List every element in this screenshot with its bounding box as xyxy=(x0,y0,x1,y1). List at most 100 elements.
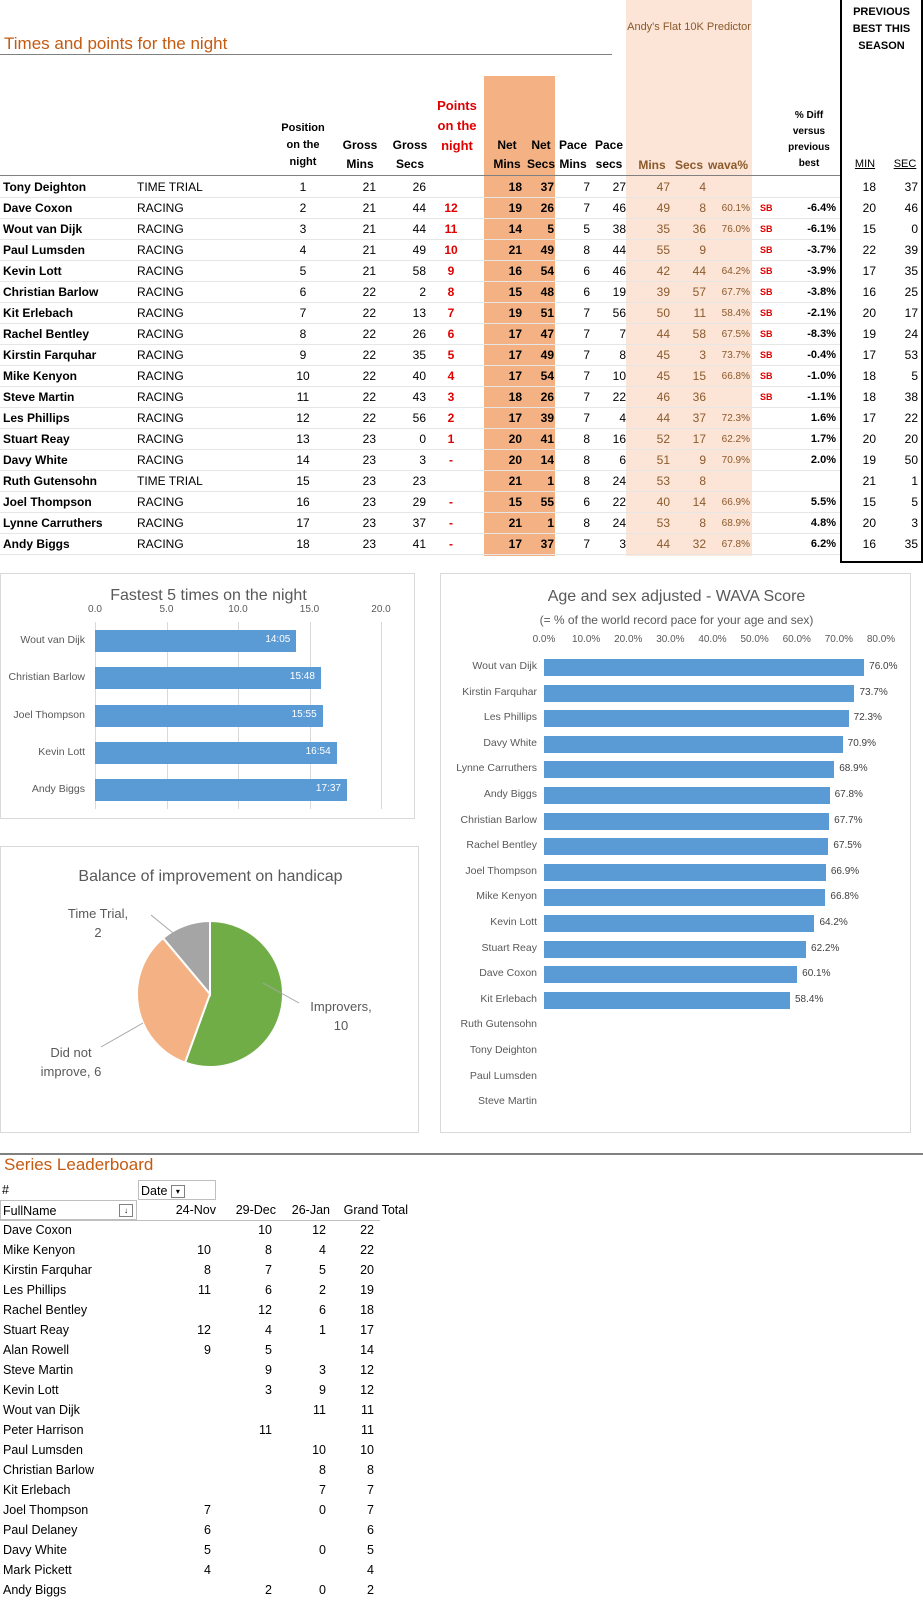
leaderboard-value: 10 xyxy=(258,1223,272,1237)
cell-prm: 52 xyxy=(656,432,670,446)
cell-sb xyxy=(760,450,780,471)
cell-pm: 6 xyxy=(583,495,590,509)
category-label: Christian Barlow xyxy=(8,671,85,684)
cell-bm: 22 xyxy=(862,243,876,257)
cell-bs: 35 xyxy=(904,537,918,551)
row-divider xyxy=(0,470,840,471)
cell-pts: - xyxy=(449,453,453,467)
cell-bm: 16 xyxy=(862,285,876,299)
cell-wava: 67.7% xyxy=(721,287,750,298)
filter-icon[interactable]: ▾ xyxy=(170,1185,185,1199)
cell-gm: 22 xyxy=(362,285,376,299)
cell-sb: SB xyxy=(760,224,773,234)
cell-nm: 18 xyxy=(508,180,522,194)
cell-sb: SB xyxy=(760,266,773,276)
cell-name: Les Phillips xyxy=(3,411,70,425)
cell-pos: 3 xyxy=(299,222,307,236)
cell-gm: 21 xyxy=(362,180,376,194)
header-prev-min: MIN xyxy=(854,158,876,170)
cell-diff: 1.7% xyxy=(810,433,836,445)
cell-sb xyxy=(760,408,780,429)
bar xyxy=(544,761,835,779)
cell-pts: 10 xyxy=(444,243,458,257)
cell-nm: 17 xyxy=(508,369,522,383)
cell-ps: 38 xyxy=(612,222,626,236)
leaderboard-value xyxy=(276,1420,326,1440)
bar xyxy=(544,966,798,984)
header-diff: % Diff versus previous best xyxy=(788,110,830,169)
cell-bm: 18 xyxy=(862,369,876,383)
cell-diff: -3.7% xyxy=(807,244,836,256)
header-wava: wava% xyxy=(707,158,749,172)
category-label: Kevin Lott xyxy=(490,916,537,928)
cell-pos: 16 xyxy=(296,495,310,509)
cell-prs: 9 xyxy=(699,453,706,467)
leaderboard-name: Wout van Dijk xyxy=(3,1403,80,1417)
cell-name: Wout van Dijk xyxy=(3,222,83,236)
cell-gs: 40 xyxy=(412,369,426,383)
cell-type: RACING xyxy=(137,285,184,299)
bar-value-label: 58.4% xyxy=(795,993,824,1005)
cell-prm: 49 xyxy=(656,201,670,215)
wava-chart-title: Age and sex adjusted - WAVA Score xyxy=(547,588,806,605)
fullname-filter[interactable]: FullName ↓ xyxy=(0,1200,137,1220)
cell-pos: 9 xyxy=(299,348,307,362)
cell-pts: 11 xyxy=(444,222,458,236)
leaderboard-value xyxy=(216,1520,272,1540)
leaderboard-name: Mike Kenyon xyxy=(3,1243,76,1257)
cell-nm: 19 xyxy=(508,306,522,320)
cell-pos: 12 xyxy=(296,411,310,425)
header-net-secs: Net Secs xyxy=(526,138,556,171)
cell-bm: 20 xyxy=(862,201,876,215)
leaderboard-title: Series Leaderboard xyxy=(4,1155,154,1174)
fastest-chart-title: Fastest 5 times on the night xyxy=(110,587,307,604)
page-title: Times and points for the night xyxy=(4,34,228,53)
cell-nm: 19 xyxy=(508,201,522,215)
cell-ns: 37 xyxy=(540,180,554,194)
cell-ps: 10 xyxy=(612,369,626,383)
cell-diff: 6.2% xyxy=(810,538,836,550)
sort-icon[interactable]: ↓ xyxy=(119,1204,133,1217)
leaderboard-value: 5 xyxy=(367,1543,374,1557)
cell-ps: 46 xyxy=(612,201,626,215)
bar-value-label: 72.3% xyxy=(853,712,882,724)
header-prev-sec: SEC xyxy=(893,158,917,170)
cell-prm: 40 xyxy=(656,495,670,509)
leaderboard-value: 4 xyxy=(204,1563,211,1577)
cell-bs: 1 xyxy=(911,474,918,488)
cell-wava xyxy=(706,240,750,261)
date-filter[interactable]: Date ▾ xyxy=(138,1180,216,1200)
leaderboard-value: 2 xyxy=(319,1283,326,1297)
cell-pm: 8 xyxy=(583,243,590,257)
cell-nm: 21 xyxy=(508,474,522,488)
header-pred-secs: Secs xyxy=(674,158,704,172)
cell-prs: 58 xyxy=(692,327,706,341)
leaderboard-value: 2 xyxy=(265,1583,272,1597)
cell-name: Davy White xyxy=(3,453,68,467)
cell-gs: 49 xyxy=(412,243,426,257)
cell-diff: -6.4% xyxy=(807,202,836,214)
cell-sb xyxy=(760,513,780,534)
category-label: Andy Biggs xyxy=(483,788,537,800)
cell-wava: 76.0% xyxy=(721,224,750,235)
cell-gm: 23 xyxy=(362,495,376,509)
cell-name: Stuart Reay xyxy=(3,432,70,446)
cell-ns: 49 xyxy=(540,243,554,257)
cell-pts: - xyxy=(449,537,453,551)
cell-diff: 1.6% xyxy=(810,412,836,424)
cell-gs: 41 xyxy=(412,537,426,551)
cell-name: Ruth Gutensohn xyxy=(3,474,97,488)
leaderboard-value: 8 xyxy=(204,1263,211,1277)
row-divider xyxy=(0,533,840,534)
cell-gs: 3 xyxy=(419,453,426,467)
cell-wava: 64.2% xyxy=(721,266,750,277)
net-time-band xyxy=(484,76,555,556)
category-label: Dave Coxon xyxy=(479,967,537,980)
leaderboard-name: Christian Barlow xyxy=(3,1463,95,1477)
cell-wava: 72.3% xyxy=(721,413,750,424)
leaderboard-name: Paul Lumsden xyxy=(3,1443,83,1457)
cell-nm: 21 xyxy=(508,243,522,257)
x-tick-label: 60.0% xyxy=(782,634,811,645)
cell-pts: 9 xyxy=(447,264,455,278)
cell-pts: 6 xyxy=(447,327,455,341)
